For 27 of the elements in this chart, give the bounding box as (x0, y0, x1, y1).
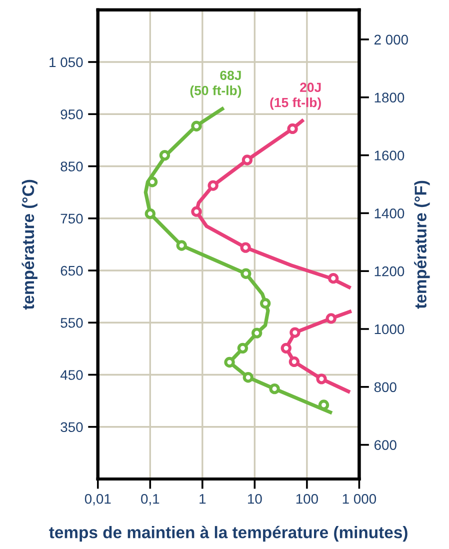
x-tick-label: 1 000 (342, 494, 376, 504)
y2-axis-title: température (°F) (414, 180, 430, 309)
y-tick-label: 750 (60, 214, 83, 224)
y2-tick-label: 1000 (374, 324, 404, 334)
y2-tick-label: 1800 (374, 92, 404, 103)
y-tick-label: 650 (60, 266, 83, 276)
series-label: 68J (50 ft-lb) (190, 70, 242, 98)
y-tick-label: 550 (60, 318, 83, 328)
x-axis-title: temps de maintien à la température (minutes) (49, 526, 408, 542)
x-tick-label: 0,01 (84, 494, 111, 506)
x-tick-label: 10 (248, 494, 262, 504)
y-tick-label: 850 (60, 162, 83, 172)
y2-tick-label: 2 000 (374, 34, 408, 45)
y-tick-label: 950 (60, 109, 83, 120)
y2-tick-label: 1400 (374, 208, 404, 218)
y2-tick-label: 1600 (374, 150, 404, 160)
y2-tick-label: 800 (374, 382, 396, 392)
x-tick-label: 100 (296, 494, 318, 504)
x-tick-label: 1 (200, 494, 206, 504)
x-tick-label: 0,1 (141, 494, 160, 506)
y2-tick-label: 1200 (374, 266, 404, 276)
y-axis-title: température (°C) (22, 180, 38, 310)
y-tick-label: 450 (60, 370, 83, 380)
y-tick-label: 1 050 (50, 57, 83, 68)
y2-tick-label: 600 (374, 440, 396, 450)
series-label: 20J (15 ft-lb) (270, 82, 321, 110)
y-tick-label: 350 (60, 422, 83, 432)
